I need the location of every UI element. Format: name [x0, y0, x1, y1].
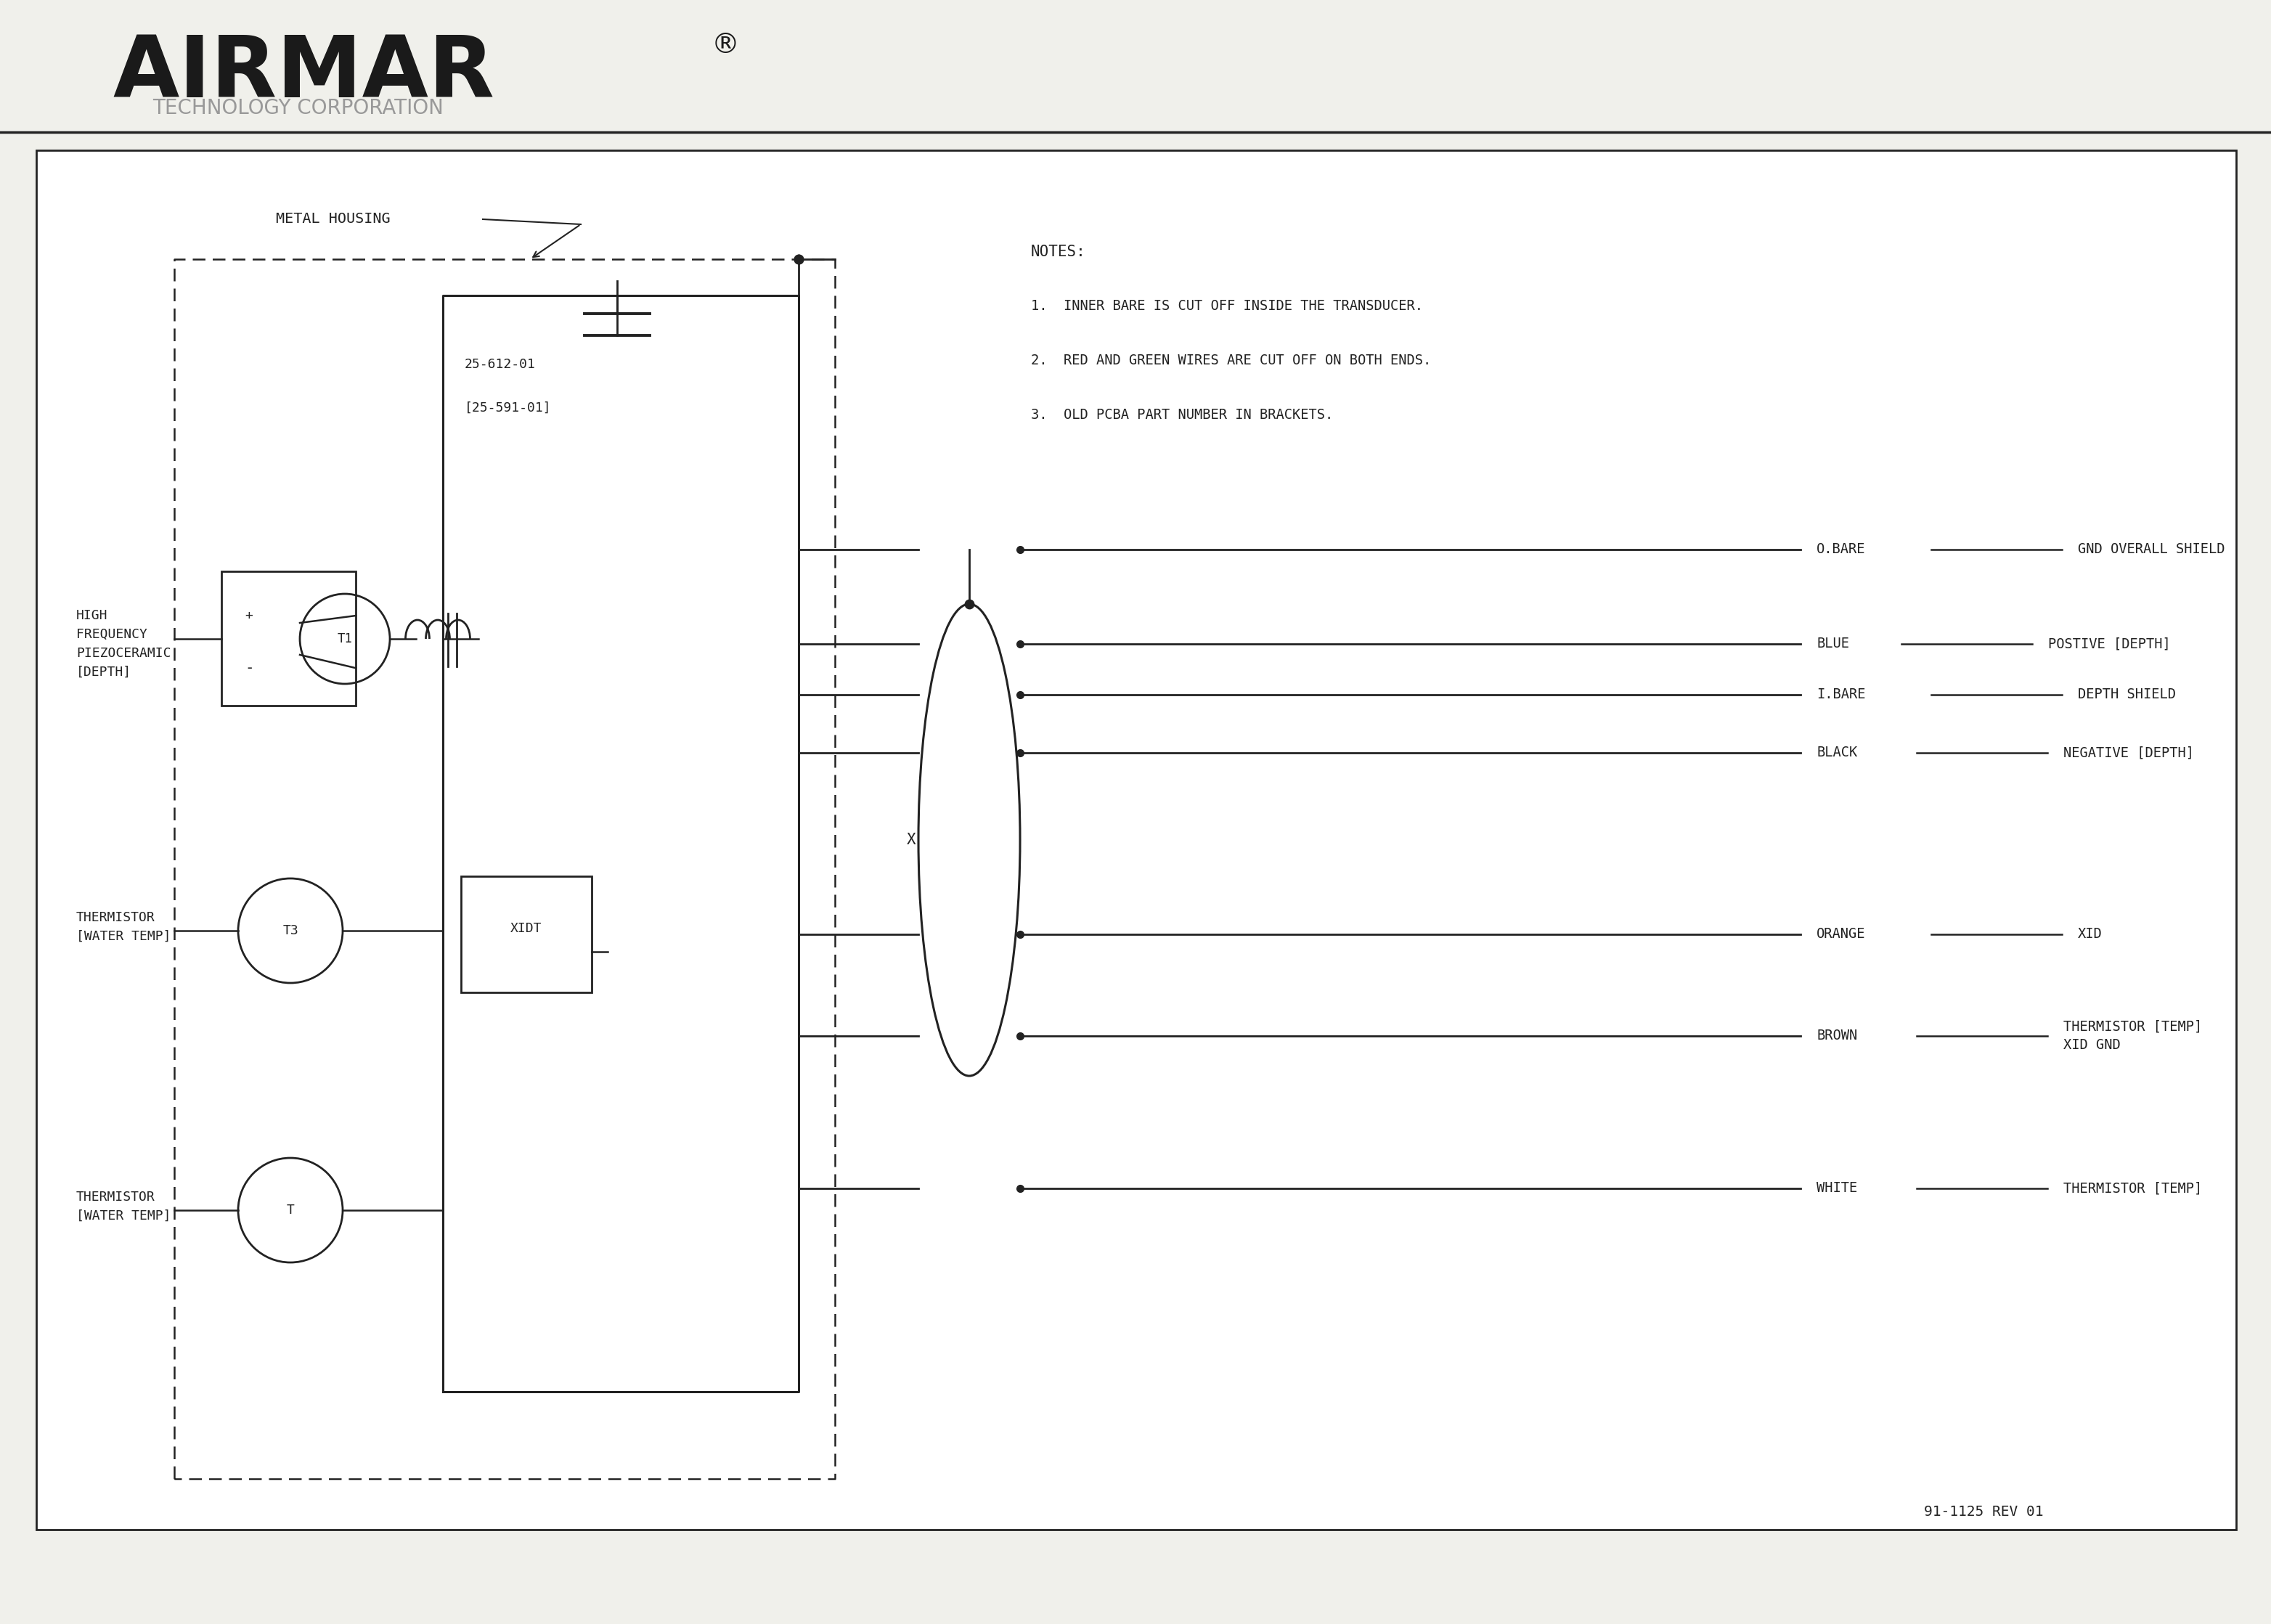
Text: T1: T1	[336, 632, 352, 645]
Text: BLUE: BLUE	[1817, 637, 1849, 651]
Text: -: -	[245, 661, 254, 676]
Text: 2.  RED AND GREEN WIRES ARE CUT OFF ON BOTH ENDS.: 2. RED AND GREEN WIRES ARE CUT OFF ON BO…	[1031, 354, 1431, 367]
Text: WHITE: WHITE	[1817, 1182, 1858, 1195]
Text: 91-1125 REV 01: 91-1125 REV 01	[1924, 1504, 2044, 1518]
Text: +: +	[245, 609, 252, 622]
Text: O.BARE: O.BARE	[1817, 542, 1864, 557]
Bar	[461, 877, 593, 992]
Text: I.BARE: I.BARE	[1817, 689, 1864, 702]
Text: AIRMAR: AIRMAR	[114, 32, 495, 115]
Text: T: T	[286, 1203, 295, 1216]
Text: X: X	[906, 833, 915, 848]
Text: [25-591-01]: [25-591-01]	[466, 401, 552, 414]
Text: THERMISTOR [TEMP]
XID GND: THERMISTOR [TEMP] XID GND	[2062, 1020, 2203, 1052]
Text: TECHNOLOGY CORPORATION: TECHNOLOGY CORPORATION	[152, 97, 443, 119]
Text: THERMISTOR [TEMP]: THERMISTOR [TEMP]	[2062, 1182, 2203, 1195]
Text: T3: T3	[282, 924, 298, 937]
Text: HIGH
FREQUENCY
PIEZOCERAMIC
[DEPTH]: HIGH FREQUENCY PIEZOCERAMIC [DEPTH]	[77, 609, 170, 679]
Text: NOTES:: NOTES:	[1031, 245, 1086, 260]
Text: ®: ®	[711, 31, 740, 58]
Text: XID: XID	[2078, 927, 2103, 942]
Bar	[223, 572, 357, 706]
Text: XIDT: XIDT	[511, 922, 543, 935]
Text: 3.  OLD PCBA PART NUMBER IN BRACKETS.: 3. OLD PCBA PART NUMBER IN BRACKETS.	[1031, 408, 1333, 422]
Text: POSTIVE [DEPTH]: POSTIVE [DEPTH]	[2048, 637, 2171, 651]
Text: BROWN: BROWN	[1817, 1030, 1858, 1043]
Text: THERMISTOR
[WATER TEMP]: THERMISTOR [WATER TEMP]	[77, 1190, 170, 1223]
Text: BLACK: BLACK	[1817, 745, 1858, 760]
Text: NEGATIVE [DEPTH]: NEGATIVE [DEPTH]	[2062, 745, 2194, 760]
Text: ORANGE: ORANGE	[1817, 927, 1864, 942]
Text: 1.  INNER BARE IS CUT OFF INSIDE THE TRANSDUCER.: 1. INNER BARE IS CUT OFF INSIDE THE TRAN…	[1031, 299, 1424, 313]
Text: THERMISTOR
[WATER TEMP]: THERMISTOR [WATER TEMP]	[77, 911, 170, 944]
Text: DEPTH SHIELD: DEPTH SHIELD	[2078, 689, 2176, 702]
Bar	[36, 151, 2237, 1530]
Text: METAL HOUSING: METAL HOUSING	[275, 213, 391, 226]
Text: 25-612-01: 25-612-01	[466, 357, 536, 370]
Text: GND OVERALL SHIELD: GND OVERALL SHIELD	[2078, 542, 2226, 557]
